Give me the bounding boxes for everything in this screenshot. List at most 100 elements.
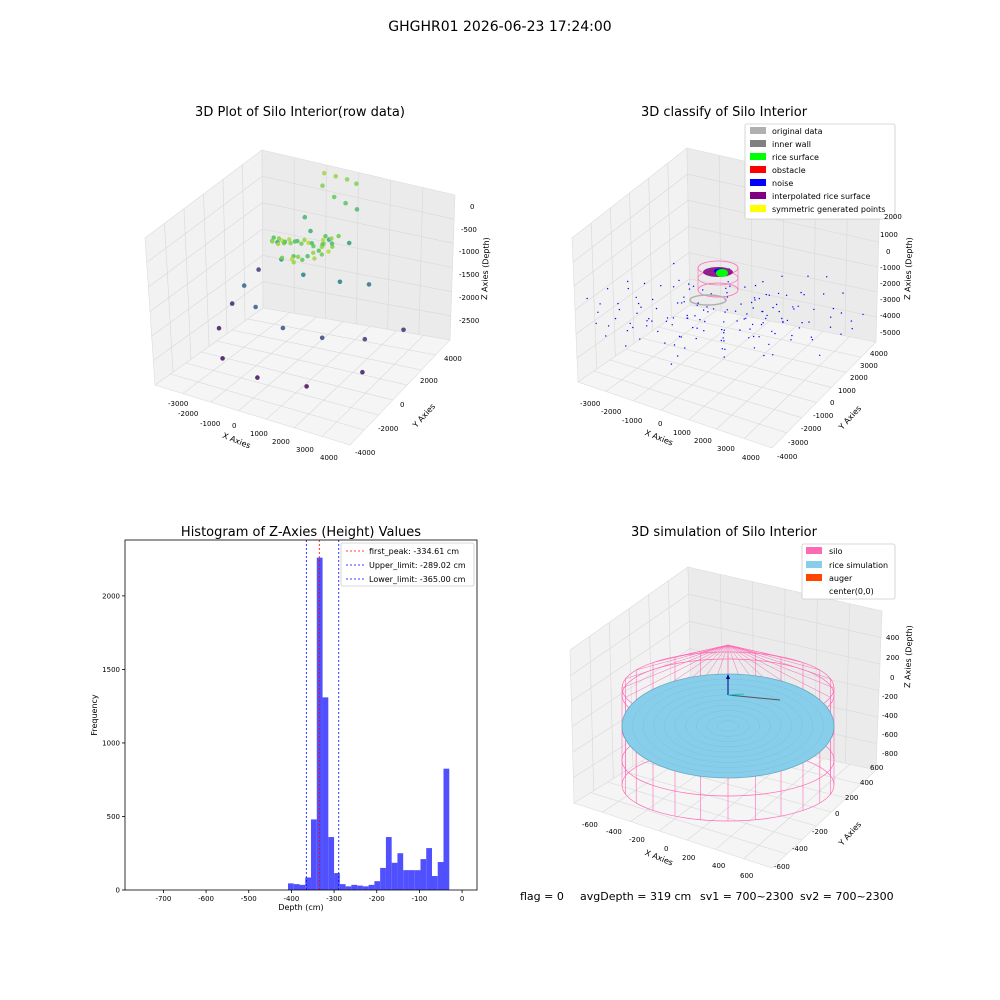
legend-box: [340, 542, 475, 587]
data-point: [229, 301, 235, 306]
noise-point: [678, 335, 681, 338]
rice-mesh-ring: [674, 699, 782, 753]
x-tick: 600: [740, 872, 753, 880]
noise-point: [829, 326, 832, 328]
histogram-bar: [380, 867, 386, 890]
z-tick: 2000: [884, 213, 902, 221]
z-tick: -500: [461, 226, 477, 234]
x-tick-label: -300: [326, 895, 342, 903]
legend-label: Lower_limit: -365.00 cm: [369, 575, 466, 584]
legend-label: noise: [772, 179, 793, 188]
classify-z-label: Z Axies (Depth): [903, 237, 914, 300]
histogram-bar: [408, 870, 415, 890]
noise-point: [666, 317, 669, 319]
x-tick: -600: [582, 821, 598, 829]
histogram-bar: [443, 768, 450, 890]
noise-point: [696, 304, 698, 306]
data-point: [330, 244, 335, 249]
y-tick: 0: [830, 399, 834, 407]
z-tick: 400: [886, 634, 899, 642]
gridline: [744, 336, 850, 439]
histogram-bar: [351, 884, 358, 890]
noise-point: [785, 294, 788, 296]
sim-y-label: Y Axies: [836, 820, 863, 848]
x-tick: 4000: [742, 454, 760, 462]
legend-label: interpolated rice surface: [772, 192, 870, 201]
noise-point: [723, 321, 725, 323]
data-point: [220, 356, 225, 361]
y-tick: -4000: [777, 453, 797, 461]
data-point: [304, 384, 309, 389]
noise-point: [729, 285, 731, 287]
data-point: [326, 249, 331, 254]
noise-point: [627, 280, 629, 283]
x-tick: 0: [664, 845, 668, 853]
noise-point: [798, 327, 800, 329]
rice-mesh-ring: [706, 715, 750, 737]
x-tick: -400: [606, 828, 622, 836]
noise-point: [683, 296, 685, 298]
histogram-bar: [322, 697, 329, 890]
sv1-text: sv1 = 700~2300: [700, 890, 794, 903]
legend-swatch-noise: [750, 179, 766, 186]
noise-point: [686, 317, 688, 319]
legend-label: inner wall: [772, 140, 811, 149]
legend-label: original data: [772, 127, 823, 136]
noise-point: [781, 275, 783, 277]
noise-point: [763, 354, 765, 357]
histogram-bar: [345, 886, 352, 890]
x-tick: -2000: [601, 408, 621, 416]
x-tick: -2000: [178, 410, 198, 418]
data-point: [323, 234, 328, 239]
data-point: [333, 174, 339, 179]
histogram-bar: [311, 819, 317, 890]
z-tick: -2000: [459, 294, 479, 302]
classify-gridlines: [572, 155, 880, 439]
classify-y-label: Y Axies: [836, 404, 863, 432]
noise-point: [762, 322, 764, 324]
noise-point: [768, 294, 770, 296]
x-tick: 200: [682, 854, 695, 862]
legend-swatch-obstacle: [750, 166, 766, 173]
gridline: [294, 330, 397, 429]
histogram-y-ticks: 0 500 1000 1500 2000: [102, 592, 125, 895]
noise-points: [586, 262, 864, 365]
histogram-bars: [287, 557, 450, 890]
noise-point: [826, 276, 828, 278]
legend-swatch-auger: [806, 574, 822, 581]
gridline: [238, 321, 344, 411]
noise-point: [808, 321, 810, 323]
noise-point: [677, 302, 679, 304]
z-tick: -600: [882, 731, 898, 739]
auger: [726, 674, 781, 701]
noise-point: [673, 344, 676, 346]
noise-point: [655, 307, 658, 310]
z-tick: -1000: [880, 264, 900, 272]
noise-point: [862, 313, 864, 316]
noise-point: [765, 293, 767, 296]
noise-point: [736, 320, 738, 322]
gridline: [232, 329, 422, 371]
depth-histogram: Histogram of Z-Axies (Height) Values -70…: [90, 525, 478, 912]
classify-plot-title: 3D classify of Silo Interior: [641, 105, 808, 120]
silo-roof-line: [727, 644, 831, 679]
histogram-bar: [403, 870, 409, 890]
noise-point: [830, 316, 832, 318]
noise-point: [677, 355, 679, 357]
y-tick: 400: [860, 779, 873, 787]
noise-point: [692, 326, 694, 329]
noise-point: [727, 281, 729, 283]
gridline: [716, 331, 824, 430]
y-tick: 3000: [860, 362, 878, 370]
gridline: [657, 326, 847, 373]
noise-point: [743, 318, 745, 320]
gridline: [185, 362, 379, 416]
z-tick: 1000: [880, 231, 898, 239]
noise-point: [657, 330, 659, 333]
noise-point: [723, 332, 725, 334]
noise-point: [723, 329, 725, 331]
x-tick: -3000: [168, 400, 188, 408]
noise-point: [707, 311, 709, 313]
noise-point: [819, 354, 821, 356]
noise-point: [797, 305, 799, 307]
